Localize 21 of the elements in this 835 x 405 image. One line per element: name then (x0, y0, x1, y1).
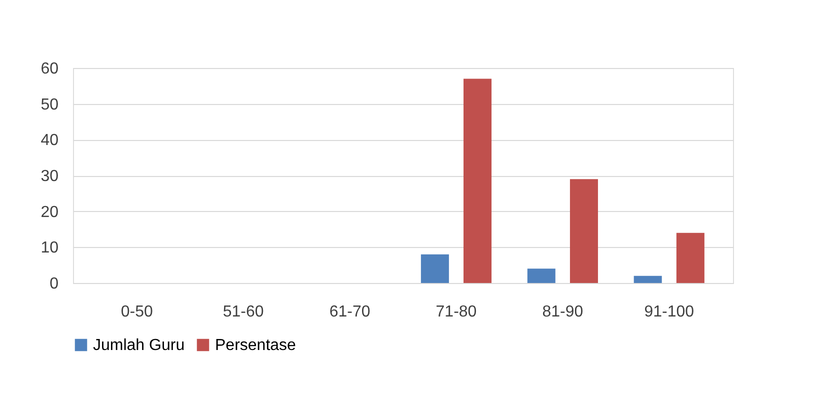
y-tick-label: 40 (40, 132, 59, 150)
y-tick-label: 10 (40, 240, 59, 257)
x-tick-label: 71-80 (436, 304, 477, 320)
bar (676, 232, 704, 283)
legend-label: Persentase (215, 337, 296, 354)
bar (464, 78, 492, 283)
bar (527, 268, 556, 283)
y-tick-label: 0 (50, 276, 59, 292)
x-tick-label: 51-60 (222, 304, 264, 320)
legend-label: Jumlah Guru (93, 337, 185, 354)
x-tick-label: 81-90 (542, 304, 584, 320)
y-tick-label: 30 (40, 168, 59, 185)
y-tick-label: 50 (40, 96, 59, 114)
x-tick-label: 91-100 (644, 304, 694, 320)
bar (570, 179, 598, 283)
x-tick-label: 61-70 (329, 304, 370, 320)
y-tick-label: 20 (40, 204, 59, 221)
y-tick-label: 60 (40, 60, 59, 78)
bar (420, 254, 449, 283)
bar (634, 276, 662, 283)
x-tick-label: 0-50 (120, 304, 153, 320)
